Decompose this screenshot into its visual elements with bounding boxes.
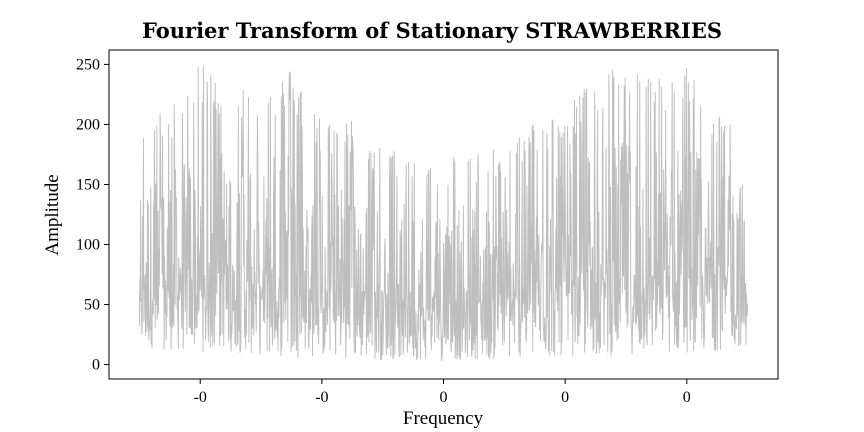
- y-axis-label: Amplitude: [42, 174, 63, 255]
- chart-title: Fourier Transform of Stationary STRAWBER…: [142, 18, 722, 43]
- y-tick-label: 0: [92, 357, 100, 374]
- x-tick-label: -0: [315, 389, 328, 406]
- y-axis: 0 50 100 150 200 250: [76, 56, 109, 374]
- x-axis: -0 -0 0 0 0: [194, 379, 691, 406]
- y-tick-label: 250: [76, 56, 100, 73]
- x-tick-label: 0: [440, 389, 448, 406]
- x-tick-label: 0: [561, 389, 569, 406]
- spectrum-line: [138, 66, 749, 361]
- x-axis-label: Frequency: [403, 408, 484, 429]
- plot-area: [138, 66, 749, 361]
- y-tick-label: 100: [76, 237, 100, 254]
- y-tick-label: 200: [76, 116, 100, 133]
- y-tick-label: 150: [76, 176, 100, 193]
- y-tick-label: 50: [84, 297, 100, 314]
- x-tick-label: -0: [194, 389, 207, 406]
- x-tick-label: 0: [683, 389, 691, 406]
